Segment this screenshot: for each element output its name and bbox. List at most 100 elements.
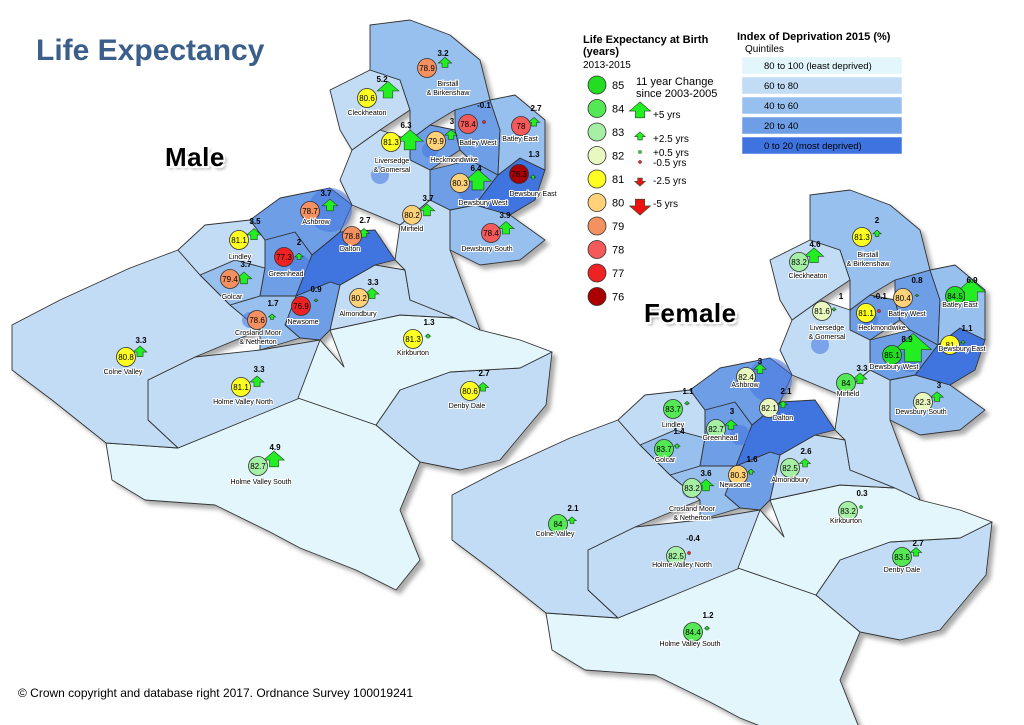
life-legend-label-77: 77 — [612, 268, 624, 280]
male-deprivation-patch — [371, 166, 389, 184]
female-change-arrow-golcar — [673, 443, 681, 449]
deprivation-legend-label-3: 20 to 40 — [764, 121, 798, 132]
female-area-name-crosland-moor-and-netherton: Crosland Moor — [669, 506, 716, 513]
male-change-label-colne-valley: 3.3 — [135, 336, 147, 345]
male-change-label-dewsbury-west: 6.4 — [470, 164, 482, 173]
female-le-value-kirkburton: 83.2 — [840, 507, 856, 516]
female-le-bubble-denby-dale — [892, 547, 912, 567]
male-area-name-dewsbury-east: Dewsbury East — [509, 191, 556, 198]
female-area-name-cleckheaton: Cleckheaton — [789, 273, 828, 280]
deprivation-legend-title: Index of Deprivation 2015 (%) — [737, 31, 891, 43]
male-area-name-mirfield: Mirfield — [401, 226, 424, 233]
life-legend-swatch-76 — [587, 287, 607, 306]
male-le-value-birstall-and-birkenshaw: 78.9 — [419, 64, 435, 73]
female-area-batley-west: 0.880.4 Batley West — [887, 276, 926, 319]
change-legend-arrow-3 — [638, 160, 642, 164]
male-area-name-ashbrow: Ashbrow — [302, 219, 330, 226]
female-area-name-holme-valley-south: Holme Valley South — [660, 641, 721, 648]
male-le-value-dalton: 78.8 — [344, 232, 360, 241]
male-panel-label: Male — [165, 142, 225, 172]
male-le-value-mirfield: 80.2 — [404, 211, 420, 220]
female-area-name-dewsbury-west: Dewsbury West — [870, 364, 919, 371]
female-le-value-denby-dale: 83.5 — [894, 553, 910, 562]
female-change-label-liversedge-and-gomersal: 1 — [839, 292, 844, 301]
female-le-value-cleckheaton: 83.2 — [791, 258, 807, 267]
male-area-holme-valley-south: 4.9 82.7 Holme Valley South — [230, 443, 293, 487]
deprivation-legend-swatch-4 — [741, 136, 903, 155]
change-legend-label-3: -0.5 yrs — [653, 158, 686, 169]
male-change-label-dalton: 2.7 — [359, 216, 371, 225]
male-le-value-colne-valley: 80.8 — [118, 353, 134, 362]
male-area-name-liversedge-and-gomersal: & Gomersal — [374, 167, 411, 174]
female-change-label-dewsbury-west: 8.9 — [901, 335, 913, 344]
change-legend-arrow-5 — [628, 198, 652, 216]
female-area-name-dewsbury-south: Dewsbury South — [895, 409, 946, 416]
male-ward-birstall — [369, 19, 491, 141]
male-area-name-birstall-and-birkenshaw: Birstall — [437, 81, 458, 88]
female-le-bubble-heckmondwike — [856, 303, 876, 323]
male-le-bubble-lindley — [229, 230, 249, 250]
life-legend-title-line1: Life Expectancy at Birth — [583, 34, 709, 46]
male-le-bubble-dewsbury-east — [509, 164, 529, 184]
male-le-bubble-batley-west — [458, 114, 478, 134]
male-change-label-dewsbury-east: 1.3 — [528, 150, 540, 159]
male-le-value-liversedge-and-gomersal: 81.3 — [383, 138, 399, 147]
female-area-name-mirfield: Mirfield — [837, 391, 860, 398]
female-area-name-birstall-and-birkenshaw: Birstall — [857, 252, 878, 259]
female-le-value-batley-west: 80.4 — [895, 294, 911, 303]
male-change-label-batley-east: 2.7 — [530, 104, 542, 113]
male-area-kirkburton: 1.381.3 Kirkburton — [396, 318, 435, 358]
female-area-lindley: 1.183.7 Lindley — [661, 387, 694, 430]
male-change-label-mirfield: 3.7 — [422, 194, 434, 203]
male-le-value-crosland-moor-and-netherton: 78.6 — [249, 316, 265, 325]
life-legend-swatch-85 — [587, 75, 607, 95]
male-area-dewsbury-east: 1.3 76.3 Dewsbury East — [508, 150, 557, 199]
life-legend-label-81: 81 — [612, 174, 624, 186]
female-area-name-dewsbury-east: Dewsbury East — [938, 346, 985, 353]
female-change-arrow-holme-valley-north — [687, 551, 691, 555]
male-area-name-golcar: Golcar — [222, 294, 243, 301]
female-area-golcar: 1.483.7 Golcar — [654, 427, 685, 465]
male-area-mirfield: 3.780.2 Mirfield — [400, 194, 436, 234]
female-area-name-crosland-moor-and-netherton: & Netherton — [673, 515, 710, 522]
copyright-notice: © Crown copyright and database right 201… — [18, 686, 414, 700]
life-legend-swatch-82 — [587, 146, 607, 165]
male-deprivation-patch — [290, 255, 310, 275]
female-change-label-golcar: 1.4 — [673, 427, 685, 436]
male-area-golcar: 3.779.4 Golcar — [220, 260, 253, 302]
deprivation-legend-swatch-3 — [741, 116, 903, 135]
male-change-label-almondbury: 3.3 — [367, 278, 379, 287]
female-area-name-liversedge-and-gomersal: & Gomersal — [809, 334, 846, 341]
male-area-cleckheaton: 5.2 80.6 Cleckheaton — [347, 75, 400, 118]
life-legend-label-84: 84 — [612, 104, 624, 116]
life-legend-label-85: 85 — [612, 80, 624, 92]
male-change-label-dewsbury-south: 3.9 — [499, 211, 511, 220]
female-change-label-dalton: 2.1 — [780, 387, 792, 396]
male-ward-colne-valley — [11, 249, 261, 449]
male-area-heckmondwike: 3 79.9 Heckmondwike — [426, 117, 479, 165]
male-area-name-liversedge-and-gomersal: Liversedge — [375, 158, 409, 165]
male-change-label-denby-dale: 2.7 — [478, 369, 490, 378]
female-deprivation-patch — [784, 404, 816, 436]
female-area-kirkburton: 0.383.2 Kirkburton — [829, 489, 868, 526]
female-le-bubble-holme-valley-north — [666, 546, 686, 566]
female-change-label-almondbury: 2.6 — [800, 447, 812, 456]
male-le-bubble-liversedge-and-gomersal — [381, 132, 401, 152]
female-change-label-dewsbury-south: 3 — [937, 381, 942, 390]
male-le-bubble-denby-dale — [460, 381, 480, 401]
female-change-label-dewsbury-east: 1.1 — [961, 324, 973, 333]
deprivation-legend-swatch-2 — [741, 96, 903, 115]
male-area-name-newsome: Newsome — [287, 319, 318, 326]
male-le-bubble-almondbury — [349, 288, 369, 308]
female-area-name-almondbury: Almondbury — [771, 477, 809, 484]
female-change-arrow-heckmondwike — [877, 309, 881, 313]
male-le-value-greenhead: 77.3 — [276, 253, 292, 262]
female-area-name-dalton: Dalton — [773, 415, 793, 422]
male-area-name-denby-dale: Denby Dale — [449, 403, 486, 410]
life-legend-swatch-81 — [587, 169, 607, 189]
female-deprivation-patch — [946, 351, 964, 369]
life-legend-label-79: 79 — [612, 221, 624, 233]
female-le-value-newsome: 80.3 — [730, 471, 746, 480]
